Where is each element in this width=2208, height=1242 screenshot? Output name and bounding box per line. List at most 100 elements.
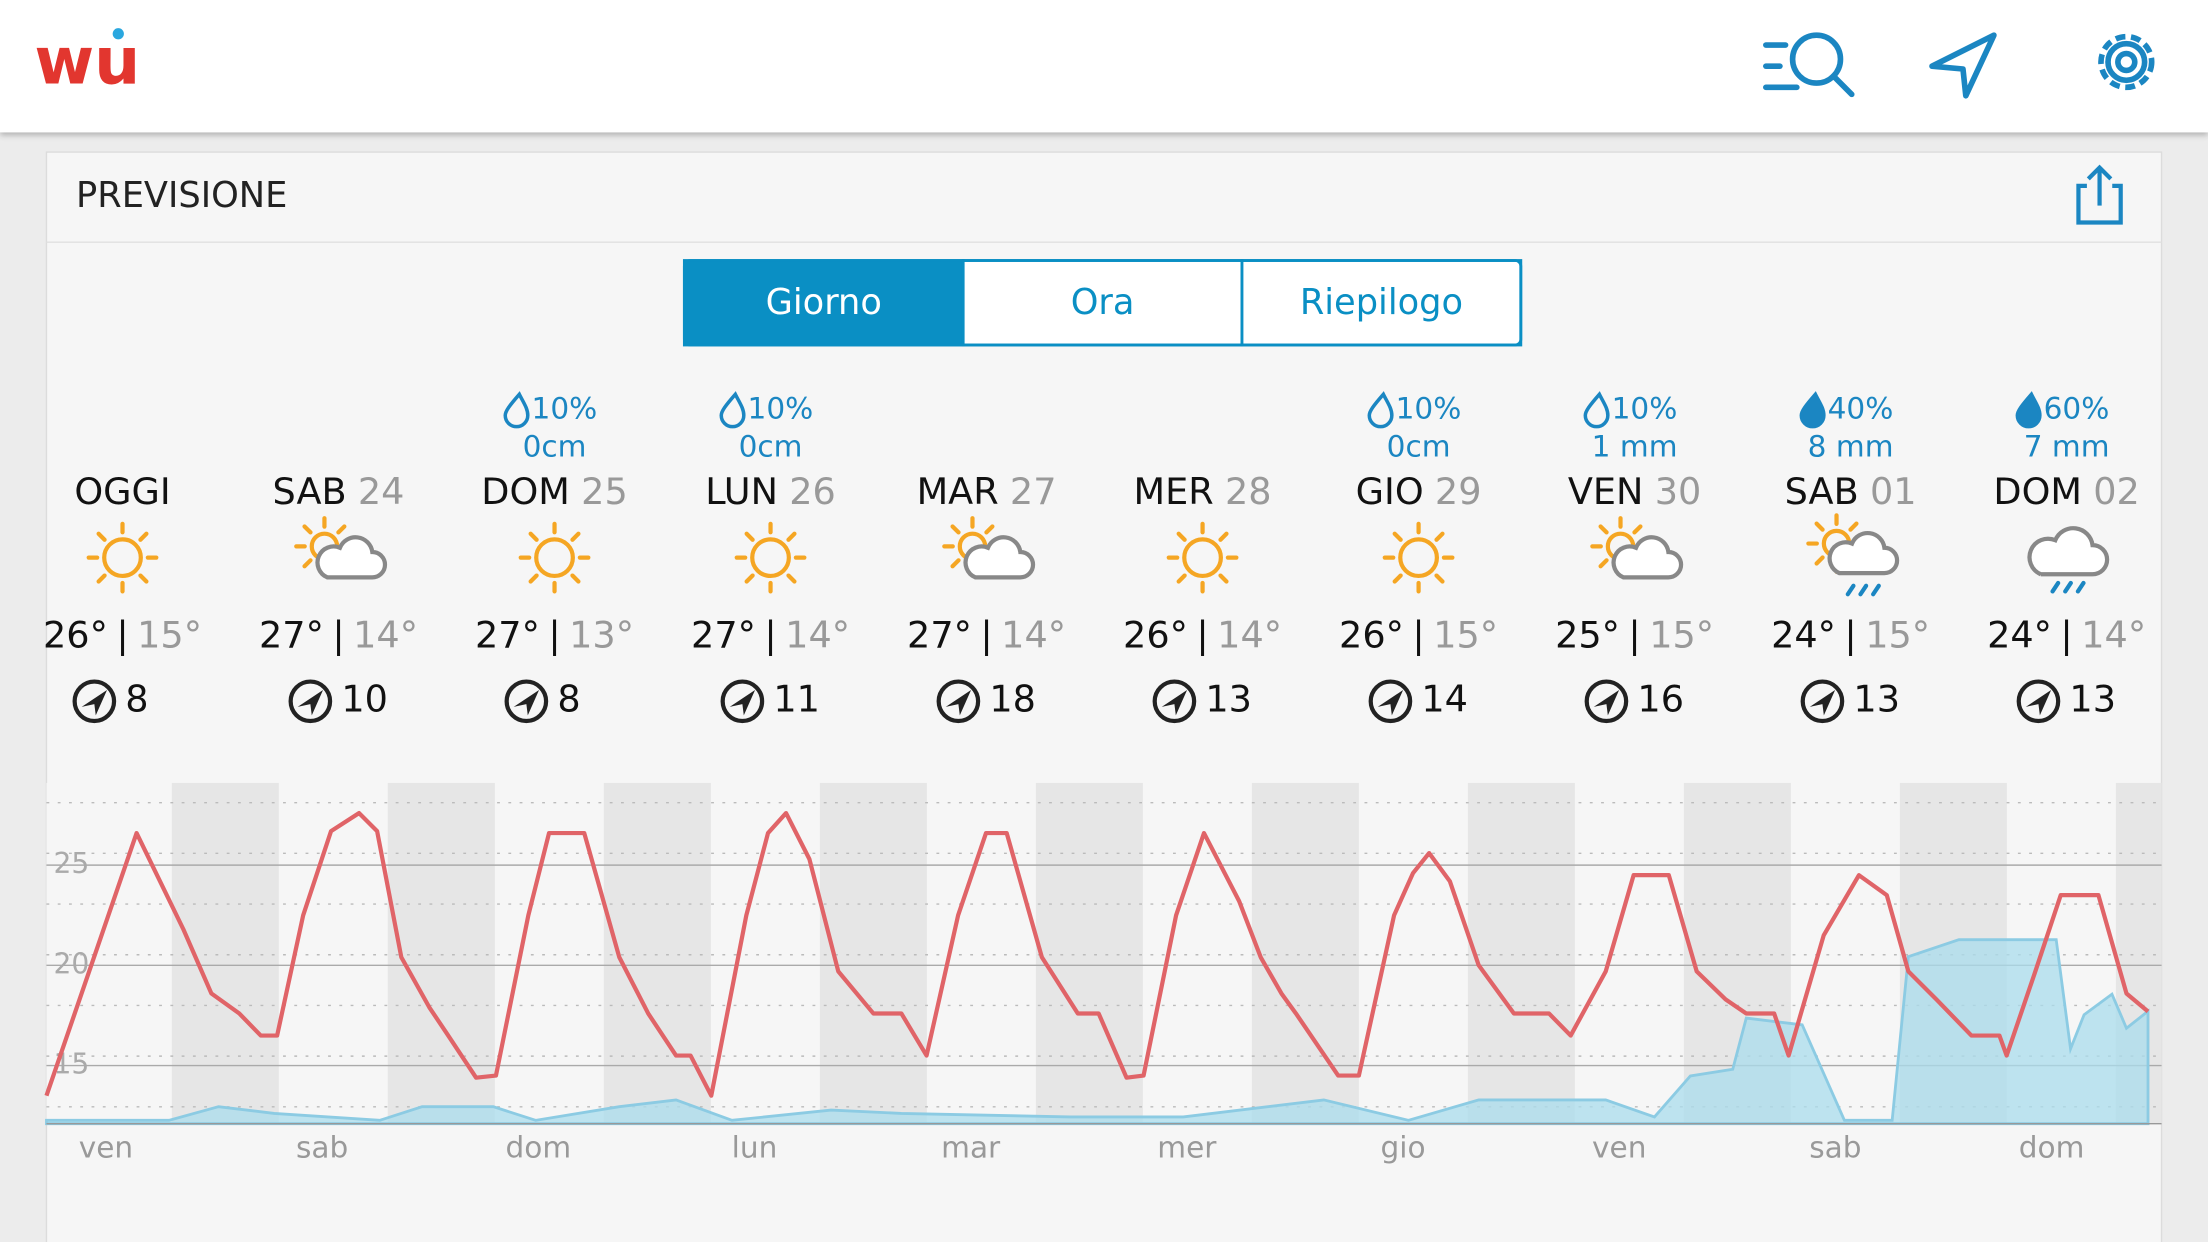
tab-label[interactable]: Riepilogo	[1300, 282, 1463, 323]
precip-area	[45, 938, 2150, 1126]
share-button[interactable]	[2076, 164, 2123, 225]
day-name: DOM 25	[481, 469, 627, 512]
day-column[interactable]: MAR 27 27° | 14° 18	[907, 469, 1066, 724]
sun-ray	[96, 531, 107, 542]
sun-ray	[96, 573, 107, 584]
y-tick-label: 25	[54, 847, 90, 880]
separator: |	[116, 613, 128, 656]
wind-icon	[936, 679, 981, 724]
day-label: MER	[1134, 469, 1214, 512]
cloud	[1827, 530, 1900, 576]
temp-high: 27°	[907, 613, 972, 656]
header-bar	[0, 0, 2208, 133]
day-name: DOM 02	[1993, 469, 2139, 512]
precip-amount: 1 mm	[1592, 429, 1678, 463]
precip-amount: 0cm	[739, 429, 803, 463]
wind-speed: 8	[557, 678, 580, 721]
tab-group-border	[682, 259, 1523, 347]
drop-icon	[719, 391, 746, 429]
day-column[interactable]: 10% 0cm LUN 26 27° | 14° 11	[691, 391, 850, 724]
day-column[interactable]: 40% 8 mm SAB 01 24° | 15° 13	[1771, 391, 1930, 724]
temp-low: 14°	[353, 613, 418, 656]
day-date: 01	[1870, 469, 1917, 512]
temp-low: 13°	[569, 613, 634, 656]
precip-amount: 0cm	[1387, 429, 1451, 463]
settings-button[interactable]	[2098, 33, 2155, 91]
cloud	[1611, 535, 1684, 580]
search-button[interactable]	[1763, 32, 1855, 98]
sun-ray	[786, 573, 797, 584]
sun	[534, 537, 575, 579]
day-column[interactable]: 10% 1 mm VEN 30 25° | 15° 16	[1555, 391, 1714, 724]
logo[interactable]: wu	[34, 25, 140, 100]
precip-chance: 10%	[748, 391, 814, 425]
separator: |	[980, 613, 992, 656]
sun-ray	[984, 524, 995, 535]
sun	[1398, 537, 1440, 579]
sun-ray	[744, 531, 755, 542]
day-date: 26	[789, 469, 836, 512]
drop-icon	[1583, 391, 1610, 429]
day-name: MAR 27	[917, 469, 1057, 512]
rain-drop	[2050, 580, 2061, 594]
wind-arrow	[81, 690, 108, 716]
sun-ray	[1176, 573, 1187, 584]
wind-arrow	[2025, 690, 2052, 716]
temp-low: 14°	[785, 613, 850, 656]
night-band	[1251, 782, 1359, 1124]
separator: |	[1412, 613, 1424, 656]
temperatures: 27° | 14°	[259, 613, 418, 656]
day-date: 27	[1010, 469, 1057, 512]
day-date: 28	[1225, 469, 1272, 512]
tab-label[interactable]: Ora	[1071, 282, 1135, 323]
day-column[interactable]: 10% 0cm DOM 25 27° | 13° 8	[475, 391, 634, 724]
x-tick-label: mar	[941, 1131, 1001, 1165]
temp-high: 25°	[1555, 613, 1620, 656]
wind-arrow	[513, 690, 540, 716]
wind-arrow	[1593, 690, 1620, 716]
sun-ray	[336, 524, 347, 535]
logo-drop	[112, 28, 124, 40]
tab-label[interactable]: Giorno	[766, 282, 882, 323]
temperatures: 26° | 15°	[1339, 613, 1498, 656]
temp-high: 26°	[1339, 613, 1404, 656]
location-button[interactable]	[1929, 32, 1997, 99]
day-column[interactable]: MER 28 26° | 14° 13	[1123, 469, 1282, 724]
separator: |	[548, 613, 560, 656]
day-label: MAR	[917, 469, 999, 512]
separator: |	[1628, 613, 1640, 656]
drop-icon	[2015, 391, 2042, 429]
wind-speed: 13	[2069, 678, 2116, 721]
day-name: SAB 24	[273, 469, 405, 512]
temp-low: 15°	[1865, 613, 1930, 656]
day-column[interactable]: SAB 24 27° | 14° 10	[259, 469, 418, 724]
cloud	[315, 535, 388, 580]
sun	[750, 537, 791, 579]
wind-icon	[720, 679, 765, 724]
rain-drop	[1845, 583, 1856, 597]
day-column[interactable]: 10% 0cm GIO 29 26° | 15° 14	[1339, 391, 1498, 724]
temperatures: 25° | 15°	[1555, 613, 1714, 656]
sun-ray	[1814, 555, 1825, 566]
cloud	[2027, 526, 2110, 577]
wind-speed: 11	[773, 678, 820, 721]
night-band	[603, 782, 711, 1124]
sun-ray	[1218, 531, 1229, 542]
x-tick-label: mer	[1157, 1131, 1217, 1165]
x-tick-label: dom	[505, 1131, 571, 1165]
day-column[interactable]: OGGI 26° | 15° 8	[43, 469, 202, 724]
day-name: SAB 01	[1785, 469, 1917, 512]
wind-speed: 13	[1205, 678, 1252, 721]
day-column[interactable]: 60% 7 mm DOM 02 24° | 14° 13	[1987, 391, 2146, 724]
panel-title: PREVISIONE	[76, 175, 287, 216]
x-tick-label: sab	[296, 1131, 348, 1165]
rain-drop	[1858, 583, 1869, 597]
wind-arrow	[1377, 690, 1404, 716]
wind-icon	[504, 679, 549, 724]
temperature-line	[44, 810, 2150, 1098]
sun-ray	[950, 558, 961, 569]
wind-icon	[1800, 679, 1845, 724]
separator: |	[764, 613, 776, 656]
day-label: OGGI	[74, 469, 170, 512]
